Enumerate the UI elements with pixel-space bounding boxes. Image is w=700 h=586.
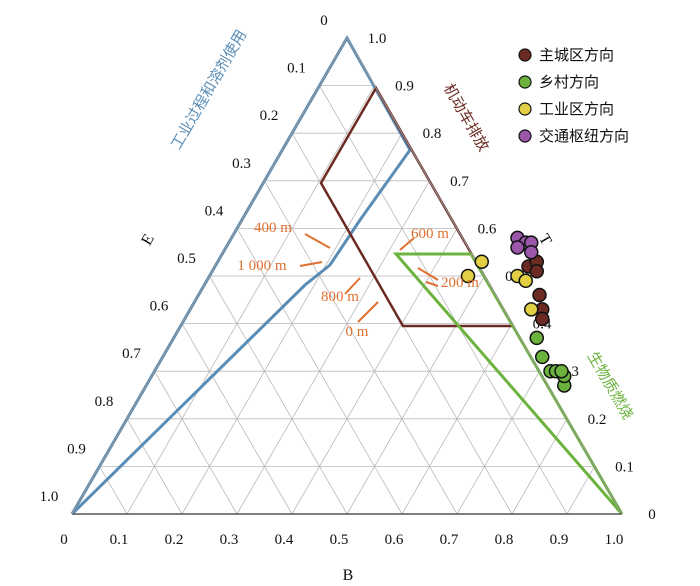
left-tick-label: 0 bbox=[320, 13, 328, 29]
grid-line bbox=[264, 180, 458, 515]
distance-label-400m: 400 m bbox=[254, 220, 292, 236]
left-tick-label: 0.1 bbox=[287, 61, 306, 77]
left-tick-label: 0.6 bbox=[150, 299, 169, 315]
right-edge bbox=[346, 37, 623, 515]
distance-label-600m: 600 m bbox=[411, 226, 449, 242]
left-tick-label: 0.5 bbox=[177, 251, 196, 267]
bottom-tick-label: 0.4 bbox=[275, 532, 294, 548]
right-tick-label: 0.8 bbox=[423, 126, 442, 142]
data-point bbox=[524, 244, 539, 260]
left-tick-label: 1.0 bbox=[40, 489, 59, 505]
bottom-tick-label: 0.3 bbox=[220, 532, 239, 548]
data-point bbox=[460, 268, 476, 284]
legend-label: 交通枢纽方向 bbox=[539, 127, 629, 145]
left-tick-label: 0.7 bbox=[122, 346, 141, 362]
right-tick-label: 0.2 bbox=[588, 412, 607, 428]
data-point bbox=[474, 254, 489, 269]
legend-marker bbox=[518, 48, 532, 62]
left-edge bbox=[71, 37, 348, 515]
left-tick-label: 0.4 bbox=[205, 203, 224, 219]
data-point bbox=[524, 302, 539, 317]
triangle-frame bbox=[71, 37, 623, 515]
left-tick-label: 0.2 bbox=[260, 108, 279, 124]
legend-marker bbox=[518, 102, 532, 116]
distance-label-800m: 800 m bbox=[321, 289, 359, 305]
legend-marker bbox=[518, 75, 532, 89]
grid-line bbox=[319, 85, 568, 515]
bottom-tick-label: 0.5 bbox=[330, 532, 349, 548]
data-point bbox=[535, 349, 550, 365]
data-point bbox=[529, 330, 544, 346]
data-point bbox=[535, 311, 550, 327]
legend-item: 乡村方向 bbox=[518, 73, 599, 91]
legend: 主城区方向 乡村方向 工业区方向 交通枢纽方向 bbox=[518, 46, 629, 145]
right-axis-label: T bbox=[535, 231, 555, 248]
left-tick-label: 0.3 bbox=[232, 156, 251, 172]
bottom-tick-label: 0.9 bbox=[550, 532, 569, 548]
left-tick-label: 0.8 bbox=[95, 394, 114, 410]
left-axis-label: E bbox=[138, 231, 158, 248]
right-tick-label: 1.0 bbox=[368, 31, 387, 47]
distance-label-200m: 200 m bbox=[441, 275, 479, 291]
bottom-tick-label: 0.2 bbox=[165, 532, 184, 548]
grid-line bbox=[126, 418, 183, 515]
region-label-industrial: 工业过程和溶剂使用 bbox=[167, 27, 250, 153]
grid-line bbox=[401, 323, 513, 515]
grid-line bbox=[566, 466, 595, 515]
data-point bbox=[532, 287, 547, 303]
bottom-tick-label: 0 bbox=[60, 532, 68, 548]
region-biomass-outline bbox=[392, 252, 624, 515]
right-tick-label: 0.9 bbox=[395, 79, 414, 95]
distance-label-0m: 0 m bbox=[346, 324, 369, 340]
data-point bbox=[510, 240, 525, 255]
grid-line bbox=[511, 418, 568, 515]
right-tick-label: 0.1 bbox=[615, 459, 634, 475]
leader-line bbox=[417, 267, 439, 281]
bottom-tick-label: 0.8 bbox=[495, 532, 514, 548]
legend-label: 主城区方向 bbox=[539, 46, 614, 64]
leader-line bbox=[357, 301, 379, 323]
data-point bbox=[529, 263, 544, 279]
leader-line bbox=[299, 261, 323, 267]
grid-line bbox=[346, 275, 485, 515]
tick-labels: 0 0.1 0.2 0.3 0.4 0.5 0.6 0.7 0.8 0.9 1.0 0 0.1 0.2 0.… bbox=[40, 13, 656, 548]
legend-item: 交通枢纽方向 bbox=[518, 127, 629, 145]
grid-line bbox=[181, 323, 293, 515]
legend-item: 工业区方向 bbox=[518, 100, 614, 118]
region-label-vehicle: 机动车排放 bbox=[440, 81, 493, 155]
bottom-tick-label: 0.1 bbox=[110, 532, 129, 548]
right-tick-label: 0 bbox=[648, 507, 656, 523]
leader-line bbox=[425, 281, 439, 287]
distance-leader-lines bbox=[299, 233, 439, 323]
grid-line bbox=[236, 180, 430, 515]
leader-line bbox=[399, 237, 415, 251]
bottom-tick-label: 1.0 bbox=[605, 532, 624, 548]
left-tick-label: 0.9 bbox=[67, 441, 86, 457]
grid-line bbox=[126, 85, 375, 515]
right-tick-label: 0.6 bbox=[478, 221, 497, 237]
right-tick-label: 0.7 bbox=[450, 174, 469, 190]
legend-marker bbox=[518, 129, 532, 143]
grid-line bbox=[209, 275, 348, 515]
leader-line bbox=[344, 277, 361, 295]
grid-line bbox=[456, 370, 540, 515]
data-points bbox=[460, 230, 572, 393]
bottom-axis-label: B bbox=[343, 567, 354, 584]
data-point bbox=[518, 273, 533, 289]
bottom-tick-label: 0.6 bbox=[385, 532, 404, 548]
legend-label: 工业区方向 bbox=[539, 100, 614, 118]
bottom-tick-label: 0.7 bbox=[440, 532, 459, 548]
distance-label-1000m: 1 000 m bbox=[237, 258, 287, 274]
grid-line bbox=[99, 466, 128, 515]
legend-item: 主城区方向 bbox=[518, 46, 614, 64]
leader-line bbox=[304, 233, 331, 249]
data-point bbox=[554, 363, 569, 379]
grid-line bbox=[154, 370, 238, 515]
legend-label: 乡村方向 bbox=[539, 73, 599, 91]
region-industrial-inner bbox=[70, 149, 412, 516]
